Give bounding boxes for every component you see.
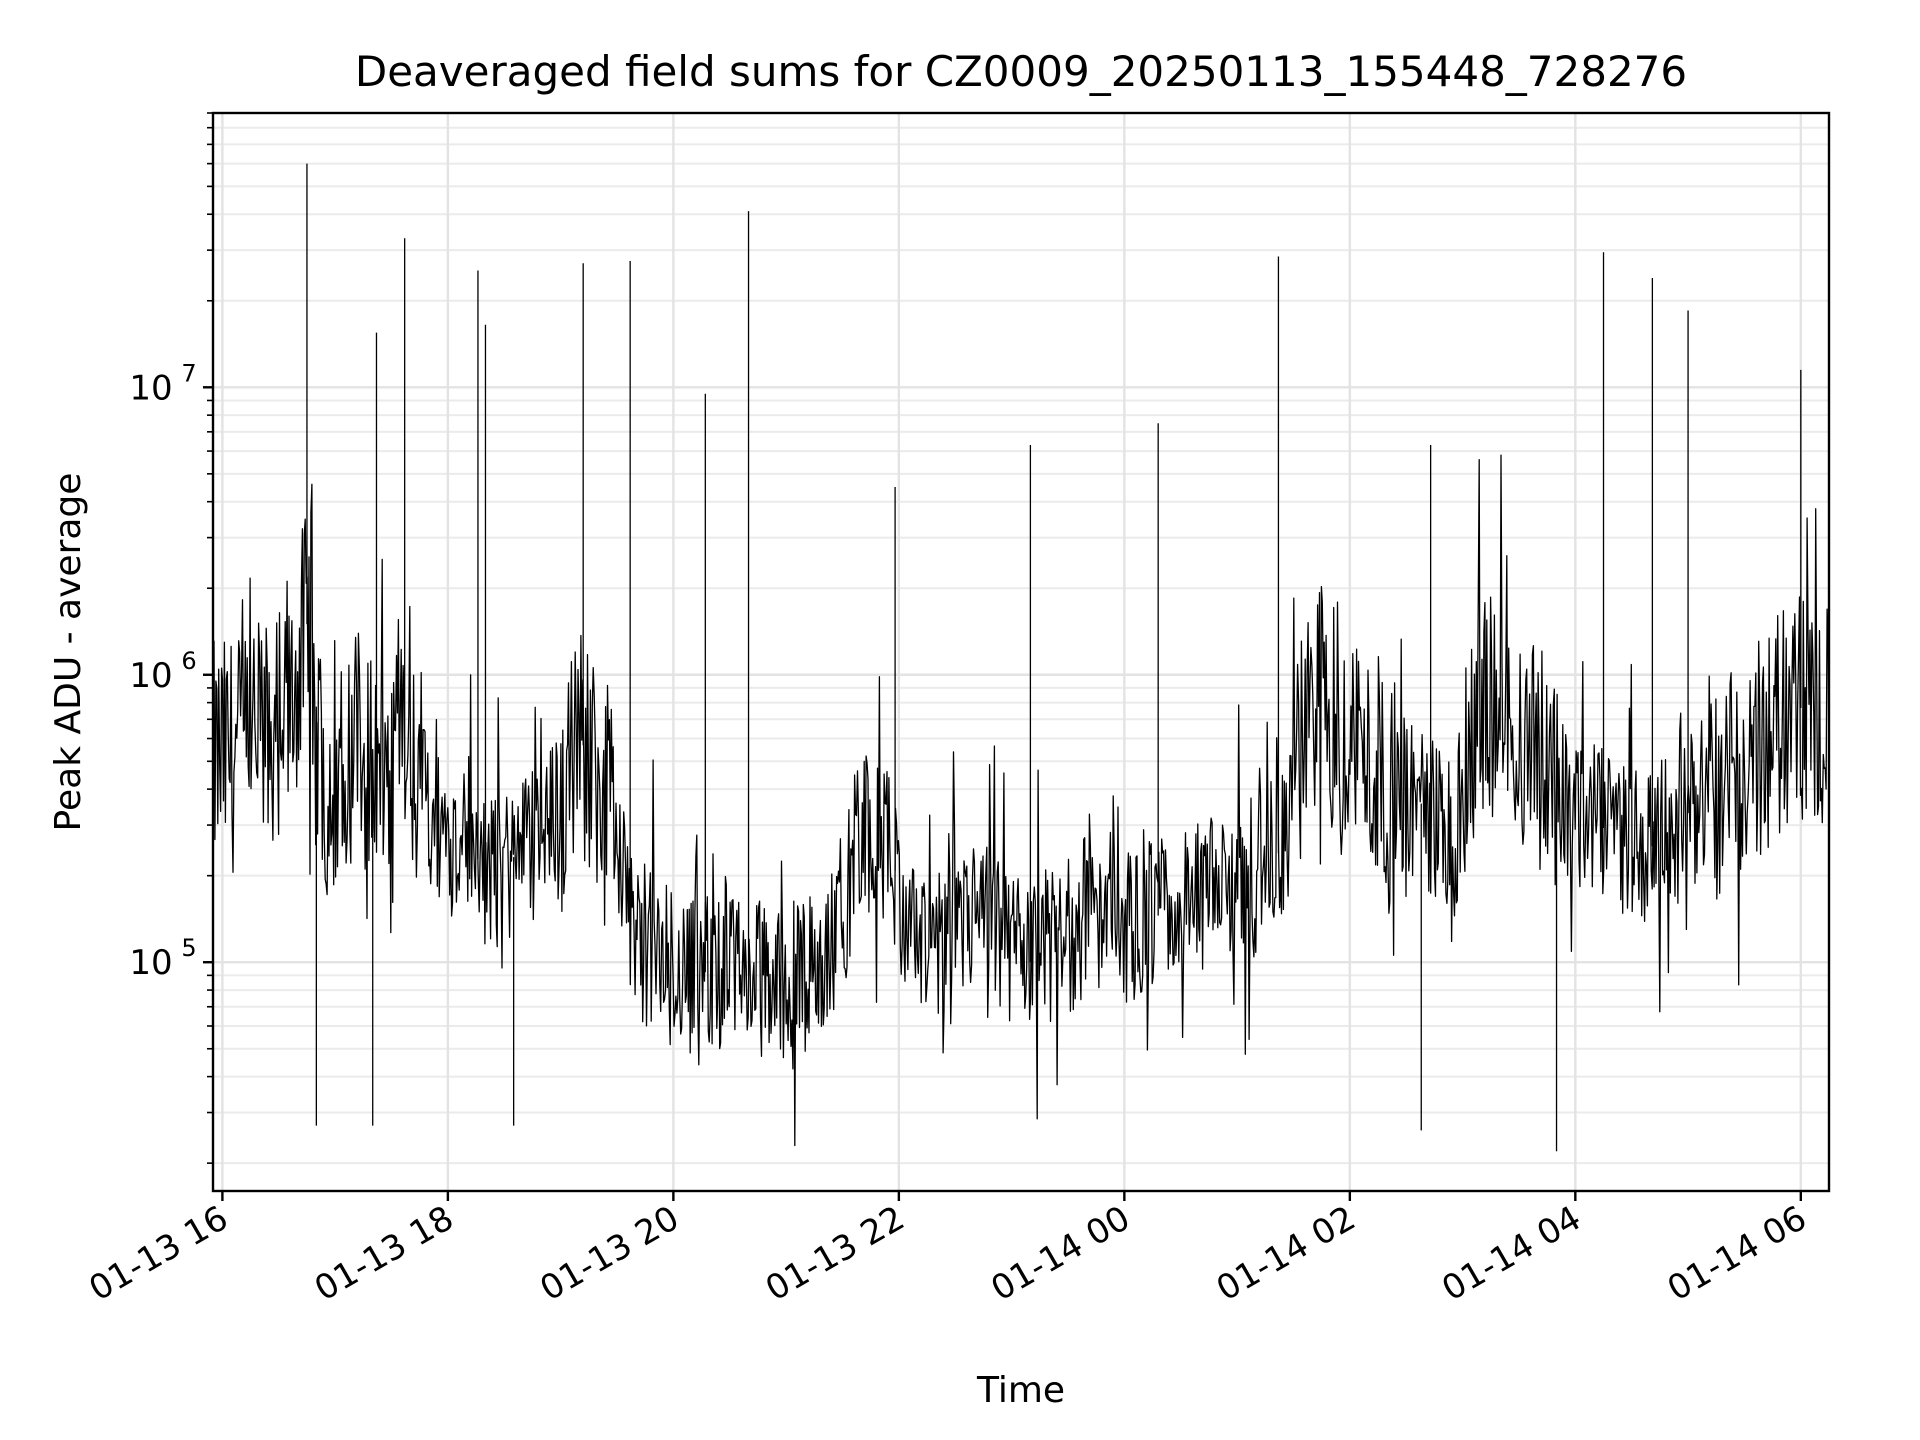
plot-frame	[211, 111, 1831, 1193]
y-tick-exponent: 6	[181, 647, 196, 675]
y-axis-label: Peak ADU - average	[48, 473, 89, 832]
y-tick-base: 10	[129, 943, 172, 983]
chart-title: Deaveraged field sums for CZ0009_2025011…	[355, 47, 1687, 96]
y-tick-exponent: 5	[181, 934, 196, 962]
y-tick-exponent: 7	[181, 359, 196, 387]
y-tick-base: 10	[129, 368, 172, 408]
y-tick-label: 10	[129, 368, 172, 408]
y-tick-base: 10	[129, 656, 172, 696]
y-tick-label: 10	[129, 656, 172, 696]
series-line	[212, 454, 1830, 1147]
y-tick-label: 10	[129, 943, 172, 983]
x-axis-label: Time	[976, 1370, 1065, 1411]
series-layer	[212, 163, 1830, 1152]
